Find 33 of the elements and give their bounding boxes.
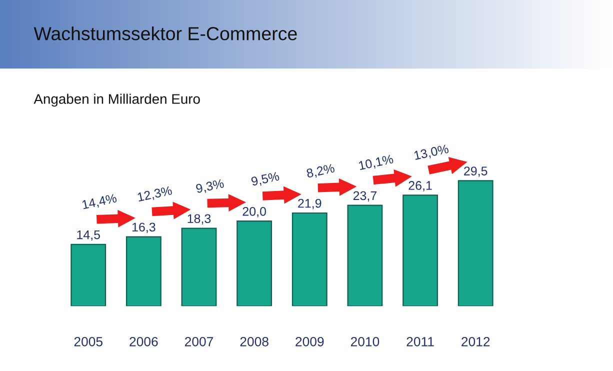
data-label: 14,5: [77, 230, 100, 241]
data-label: 16,3: [132, 222, 156, 234]
bar: [458, 180, 494, 306]
x-tick-label: 2005: [74, 336, 102, 346]
annotation: 14,4%: [82, 194, 118, 211]
bar: [126, 236, 162, 306]
data-label: 20,0: [242, 206, 266, 218]
x-tick-label: 2012: [462, 336, 490, 346]
x-tick-label: 2008: [240, 336, 268, 346]
bar: [181, 228, 217, 306]
annotation: 9,5%: [250, 172, 280, 188]
x-tick-label: 2007: [184, 336, 214, 346]
text: 8,2%: [306, 164, 336, 180]
chart-subtitle: Angaben in Milliarden Euro: [34, 94, 200, 107]
annotation: 9,3%: [196, 178, 225, 195]
chart-title: Wachstumssektor E-Commerce: [34, 26, 297, 40]
bar: [236, 220, 272, 306]
data-label: 26,1: [408, 181, 432, 192]
x-tick-label: 2009: [296, 336, 324, 346]
bar: [292, 212, 328, 306]
data-label: 29,5: [464, 166, 488, 177]
data-label: 18,3: [188, 214, 211, 225]
text: 13,0%: [414, 144, 450, 162]
bar: [70, 244, 106, 306]
text: 10,1%: [358, 154, 394, 172]
x-tick-label: 2011: [406, 336, 434, 346]
annotation: 12,3%: [137, 186, 173, 204]
data-label: 23,7: [353, 191, 376, 202]
x-tick-label: 2006: [130, 336, 158, 346]
data-label: 21,9: [298, 198, 322, 210]
x-tick-label: 2010: [350, 336, 380, 346]
bar: [402, 194, 438, 306]
bar: [347, 204, 383, 306]
